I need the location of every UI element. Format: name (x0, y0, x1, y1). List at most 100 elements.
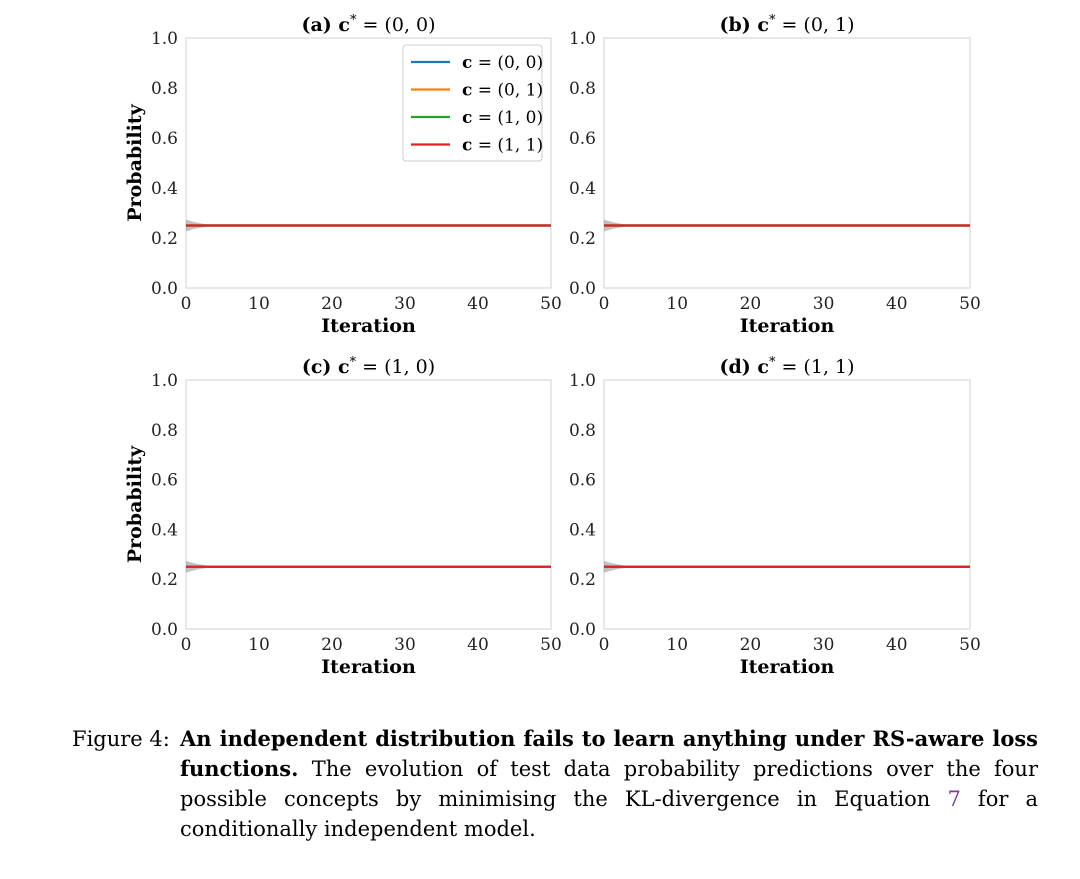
y-tick-label: 0.0 (569, 620, 596, 640)
caption-bold-text: An independent distribution fails to lea… (180, 726, 1038, 781)
x-tick-label: 40 (467, 294, 489, 314)
y-tick-label: 0.6 (151, 129, 178, 149)
panel-title-label: (c) (302, 356, 338, 378)
y-tick-label: 1.0 (569, 371, 596, 391)
y-tick-label: 1.0 (151, 371, 178, 391)
legend-entry-value: = (0, 0) (472, 53, 543, 73)
x-tick-label: 0 (181, 294, 192, 314)
y-tick-label: 0.4 (569, 520, 596, 540)
caption-text: The evolution of test data probability p… (180, 757, 1038, 811)
x-tick-label: 30 (394, 635, 416, 655)
x-tick-label: 30 (394, 294, 416, 314)
panel-title-label: (b) (719, 14, 757, 36)
panel-title-value: = (1, 0) (356, 356, 435, 378)
x-tick-label: 20 (740, 294, 762, 314)
x-tick-label: 10 (666, 294, 688, 314)
legend-entry: c = (1, 1) (462, 136, 543, 156)
panel-title-variable: c (338, 14, 350, 36)
panel-title: (c) c* = (1, 0) (302, 355, 435, 378)
x-axis-label: Iteration (740, 315, 835, 337)
legend-entry: c = (0, 0) (462, 53, 543, 73)
y-tick-label: 0.8 (151, 79, 178, 99)
y-axis-label: Probability (124, 103, 146, 221)
legend-entry-variable: c (462, 136, 472, 156)
chart-panel-3: 0.0 0.2 0.4 0.6 0.8 1.0 0 10 20 30 40 50 Iteration Pr… (124, 355, 562, 678)
panel-title-label: (a) (301, 14, 338, 36)
legend-box (402, 44, 543, 162)
caption-text-end: for a conditionally independent model. (180, 787, 1039, 841)
y-tick-label: 0.4 (151, 179, 178, 199)
legend-entry: c = (0, 1) (462, 81, 543, 101)
panel-title-variable: c (757, 356, 769, 378)
x-tick-label: 40 (886, 294, 908, 314)
panel-title-superscript: * (350, 13, 357, 28)
panel-title-superscript: * (769, 355, 776, 370)
panel-title-superscript: * (350, 355, 357, 370)
legend-entry-value: = (0, 1) (472, 81, 543, 101)
plot-area (185, 379, 552, 630)
y-axis-label: Probability (124, 445, 146, 563)
figure-panels: 0.0 0.2 0.4 0.6 0.8 1.0 0 10 20 30 40 50 Iteration Pr… (124, 13, 981, 678)
legend-entry-variable: c (462, 108, 472, 128)
y-tick-label: 0.0 (151, 620, 178, 640)
y-tick-label: 0.0 (569, 279, 596, 299)
caption-label: Figure 4: (72, 727, 170, 751)
plot-area (603, 37, 971, 289)
x-tick-label: 30 (813, 635, 835, 655)
chart-panel-2: 0.0 0.2 0.4 0.6 0.8 1.0 0 10 20 30 40 50 Iteration (b… (569, 13, 981, 337)
x-axis-label: Iteration (740, 656, 835, 678)
y-tick-label: 0.6 (569, 129, 596, 149)
x-axis-label: Iteration (321, 315, 416, 337)
equation-ref-link[interactable]: 7 (947, 787, 961, 811)
panel-title: (b) c* = (0, 1) (719, 13, 854, 36)
x-tick-label: 0 (181, 635, 192, 655)
y-tick-label: 0.2 (151, 229, 178, 249)
y-tick-label: 0.8 (569, 421, 596, 441)
legend: c = (0, 0)c = (0, 1)c = (1, 0)c = (1, 1) (402, 44, 543, 162)
x-tick-label: 20 (740, 635, 762, 655)
x-tick-label: 10 (666, 635, 688, 655)
legend-entry-value: = (1, 1) (472, 136, 543, 156)
y-tick-label: 0.4 (151, 520, 178, 540)
x-tick-label: 50 (540, 294, 562, 314)
x-tick-label: 50 (959, 635, 981, 655)
y-tick-label: 0.8 (151, 421, 178, 441)
legend-entry-variable: c (462, 53, 472, 73)
x-tick-label: 20 (321, 635, 343, 655)
panel-title-variable: c (338, 356, 350, 378)
y-tick-label: 0.8 (569, 79, 596, 99)
panel-title: (a) c* = (0, 0) (301, 13, 435, 36)
y-tick-label: 0.6 (151, 471, 178, 491)
legend-entry-variable: c (462, 81, 472, 101)
y-tick-label: 1.0 (569, 29, 596, 49)
panel-title: (d) c* = (1, 1) (719, 355, 854, 378)
panel-title-value: = (0, 0) (356, 14, 435, 36)
x-tick-label: 10 (248, 635, 270, 655)
panel-title-variable: c (757, 14, 769, 36)
y-tick-label: 1.0 (151, 29, 178, 49)
x-axis-label: Iteration (321, 656, 416, 678)
panel-title-value: = (0, 1) (775, 14, 854, 36)
legend-entry: c = (1, 0) (462, 108, 543, 128)
x-tick-label: 20 (321, 294, 343, 314)
x-tick-label: 10 (248, 294, 270, 314)
legend-entry-value: = (1, 0) (472, 108, 543, 128)
y-tick-label: 0.0 (151, 279, 178, 299)
chart-panel-1: 0.0 0.2 0.4 0.6 0.8 1.0 0 10 20 30 40 50 Iteration Pr… (124, 13, 562, 337)
y-tick-label: 0.6 (569, 471, 596, 491)
y-tick-label: 0.4 (569, 179, 596, 199)
x-tick-label: 50 (959, 294, 981, 314)
panel-title-label: (d) (719, 356, 757, 378)
y-tick-label: 0.2 (151, 570, 178, 590)
x-tick-label: 0 (599, 635, 610, 655)
x-tick-label: 40 (886, 635, 908, 655)
y-tick-label: 0.2 (569, 229, 596, 249)
x-tick-label: 0 (599, 294, 610, 314)
caption-body: An independent distribution fails to lea… (180, 724, 1038, 844)
plot-area (603, 379, 971, 630)
x-tick-label: 40 (467, 635, 489, 655)
x-tick-label: 30 (813, 294, 835, 314)
x-tick-label: 50 (540, 635, 562, 655)
chart-panel-4: 0.0 0.2 0.4 0.6 0.8 1.0 0 10 20 30 40 50 Iteration (d… (569, 355, 981, 678)
panel-title-superscript: * (769, 13, 776, 28)
